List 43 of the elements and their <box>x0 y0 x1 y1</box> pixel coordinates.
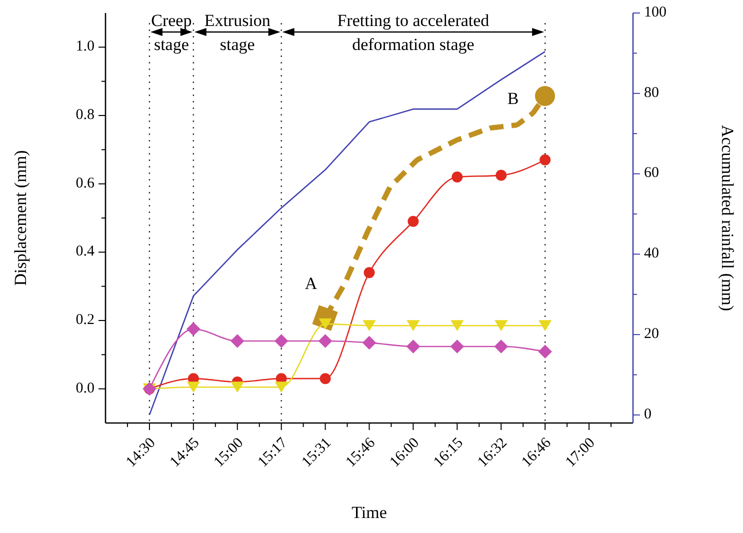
point <box>450 340 464 354</box>
point <box>538 344 552 358</box>
point <box>538 320 552 332</box>
y2-tick-label: 20 <box>644 326 659 342</box>
annotation: B <box>507 88 519 108</box>
point <box>540 154 551 166</box>
annotation: Creep stage <box>151 11 192 54</box>
point <box>274 334 288 348</box>
point <box>362 320 376 332</box>
y-tick-label: 1.0 <box>76 38 94 55</box>
point <box>406 340 420 354</box>
annotation: A <box>304 274 318 293</box>
annotation: Fretting to accelerated deformation stage <box>337 11 490 54</box>
point <box>318 334 332 348</box>
point <box>406 320 420 332</box>
point <box>362 336 376 350</box>
point <box>186 322 200 336</box>
point <box>320 373 331 384</box>
y-tick-label: 0.2 <box>76 312 94 328</box>
y2-tick-label: 100 <box>644 4 666 20</box>
y2-tick-label: 60 <box>644 165 659 182</box>
y-axis-title: Displacement (mm) <box>11 150 30 286</box>
point <box>450 320 464 332</box>
y2-tick-label: 80 <box>644 84 659 101</box>
x-axis-title: Time <box>352 503 387 522</box>
y-tick-label: 0.4 <box>76 244 95 260</box>
point <box>494 320 508 332</box>
y-tick-label: 0.0 <box>76 380 94 396</box>
point <box>408 216 419 227</box>
y2-axis-title: Accumulated rainfall (mm) <box>718 125 737 311</box>
point <box>186 382 200 393</box>
y-tick-label: 0.6 <box>76 175 95 192</box>
y2-tick-label: 0 <box>644 406 652 422</box>
point <box>230 382 244 393</box>
y-tick-label: 0.8 <box>76 106 94 123</box>
annotation: Extrusion stage <box>204 11 271 54</box>
point <box>494 340 508 354</box>
point <box>364 267 375 278</box>
y2-tick-label: 40 <box>644 246 659 262</box>
point <box>274 382 288 393</box>
point <box>230 334 244 348</box>
point <box>452 172 463 182</box>
point <box>496 170 507 181</box>
